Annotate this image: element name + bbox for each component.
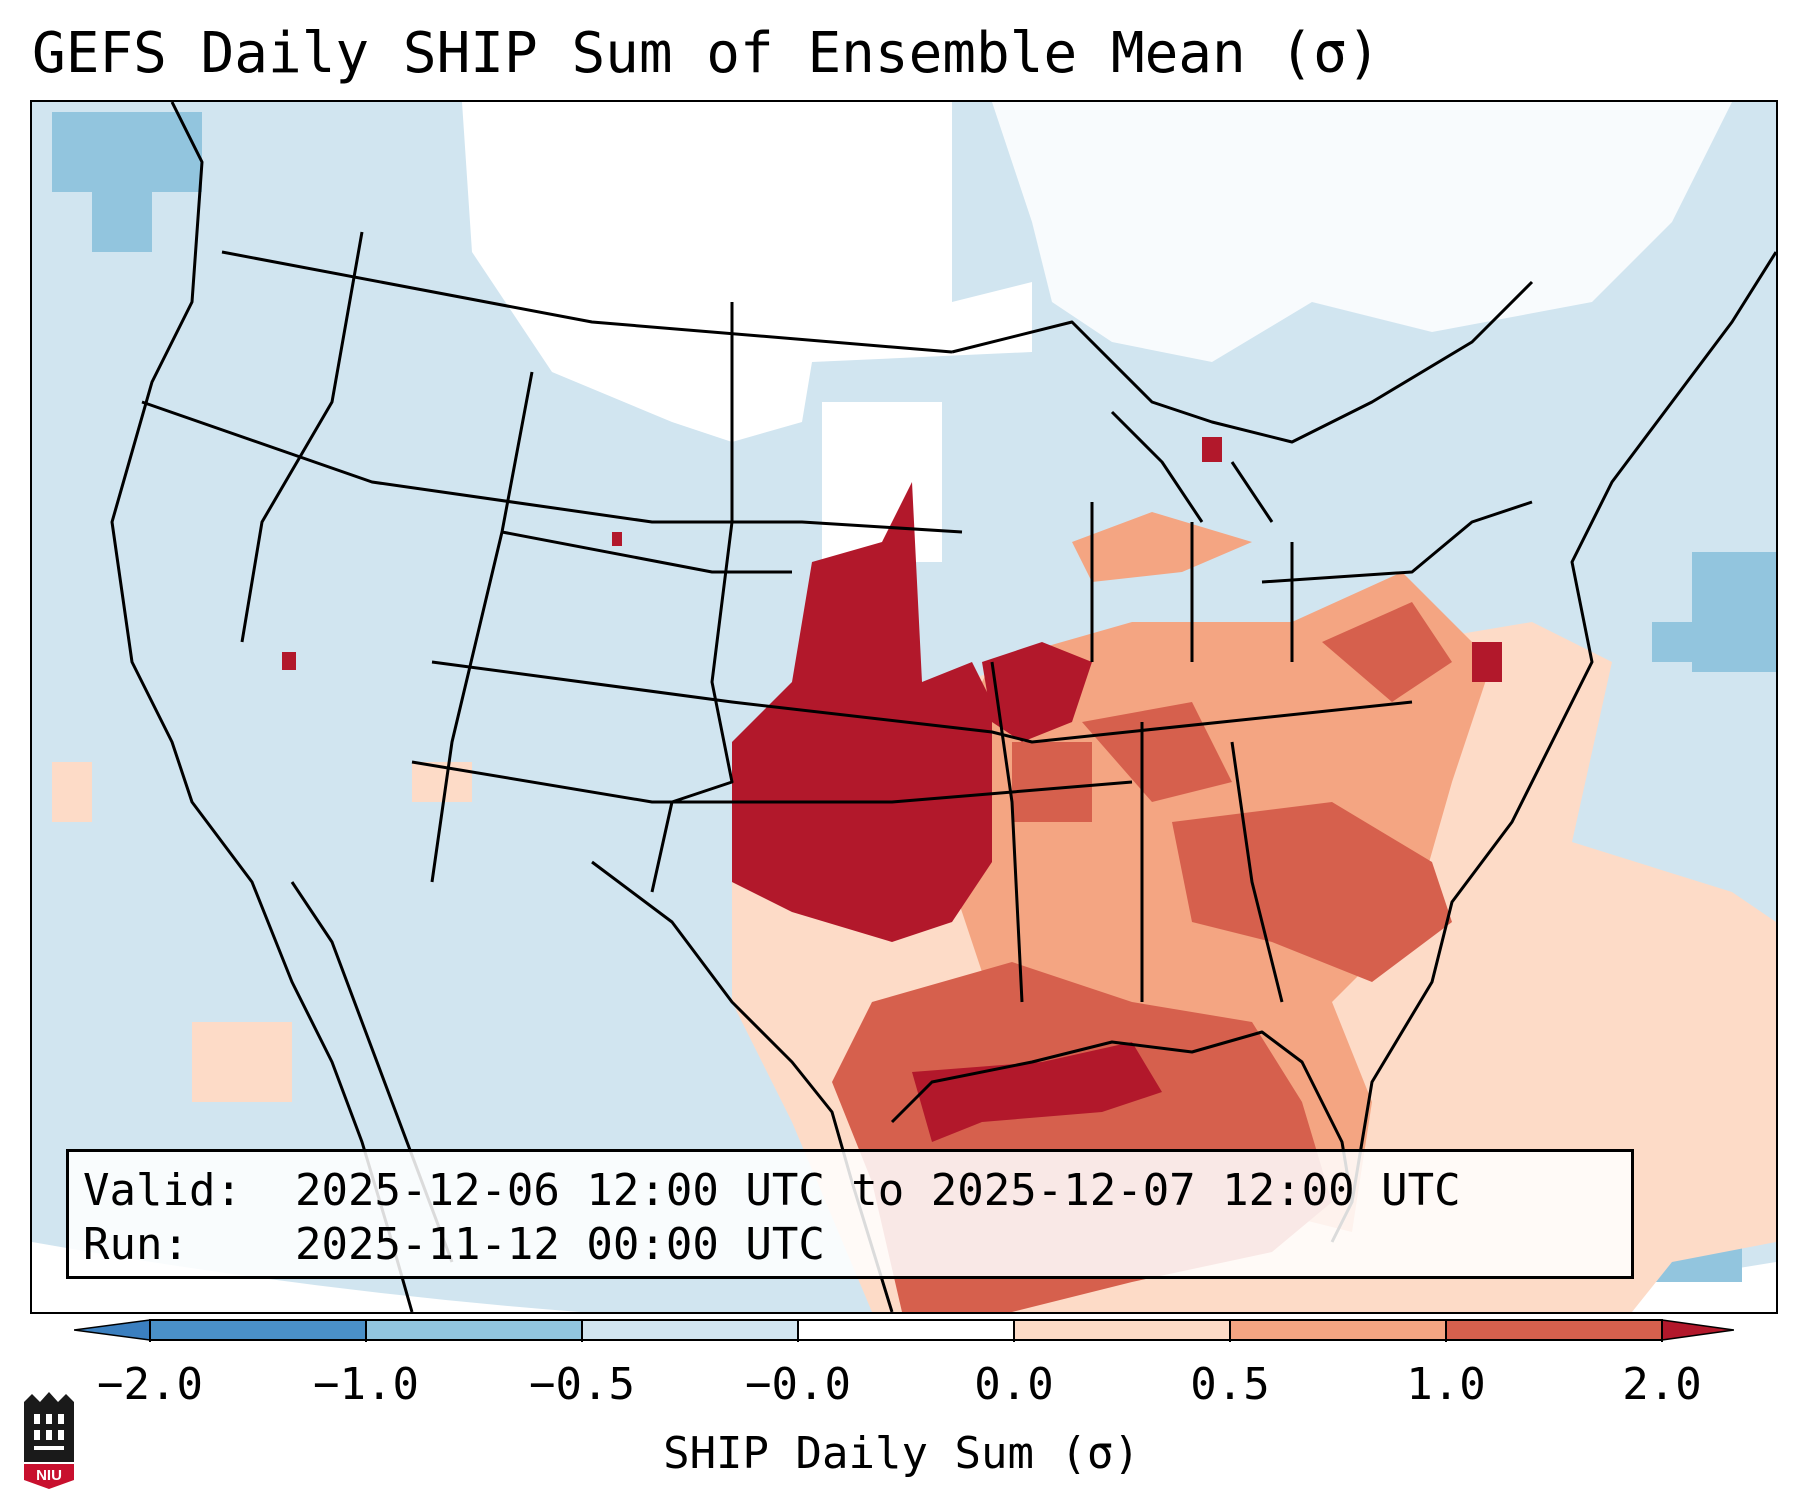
valid-row: Valid: 2025-12-06 12:00 UTC to 2025-12-07… — [83, 1164, 1617, 1218]
tick-label: 0.0 — [974, 1359, 1054, 1410]
great-lakes — [1110, 410, 1274, 523]
state-line-10 — [1230, 741, 1284, 1003]
colorbar-tick-marks — [149, 1320, 1663, 1342]
colorbar-tick-labels: −2.0 −1.0 −0.5 −0.0 0.0 0.5 1.0 2.0 — [0, 1360, 1803, 1420]
colorbar-extend-low — [74, 1319, 151, 1341]
map-canvas — [32, 102, 1776, 1312]
colorbar-label: SHIP Daily Sum (σ) — [663, 1428, 1140, 1479]
valid-label: Valid: — [83, 1165, 242, 1216]
run-row: Run: 2025-11-12 00:00 UTC — [83, 1218, 1617, 1272]
state-line-5 — [501, 530, 792, 574]
state-line-12 — [1261, 500, 1533, 584]
colorbar-extend-high — [1661, 1319, 1734, 1341]
tick-label: 2.0 — [1622, 1359, 1702, 1410]
west-coastline — [110, 102, 414, 1312]
tick-label: −2.0 — [97, 1359, 203, 1410]
map-panel — [30, 100, 1778, 1314]
map-title: GEFS Daily SHIP Sum of Ensemble Mean (σ) — [32, 21, 1381, 86]
colorbar-bin-5 — [1014, 1320, 1230, 1340]
valid-value: 2025-12-06 12:00 UTC to 2025-12-07 12:00… — [295, 1165, 1461, 1216]
state-line-2 — [430, 371, 534, 883]
colorbar — [74, 1319, 1734, 1342]
svg-text:NIU: NIU — [36, 1467, 62, 1484]
state-line-8 — [990, 661, 1024, 1003]
run-label: Run: — [83, 1219, 189, 1270]
colorbar-bin-7 — [1446, 1320, 1662, 1340]
tick-label: 0.5 — [1190, 1359, 1270, 1410]
colorbar-bin-4 — [798, 1320, 1014, 1340]
colorbar-bin-1 — [150, 1320, 366, 1340]
tick-label: −0.0 — [745, 1359, 851, 1410]
state-line-6 — [431, 660, 1413, 744]
state-line-3 — [240, 231, 364, 643]
state-line-11 — [1090, 502, 1294, 662]
tick-label: −0.5 — [529, 1359, 635, 1410]
canada-border-west — [221, 250, 953, 354]
east-coastline — [1350, 251, 1776, 1203]
tick-label: 1.0 — [1406, 1359, 1486, 1410]
tick-label: −1.0 — [313, 1359, 419, 1410]
colorbar-bin-3 — [582, 1320, 798, 1340]
canada-border-east — [951, 280, 1534, 444]
state-line-4 — [650, 302, 734, 893]
niu-logo: NIU — [24, 1392, 74, 1489]
colorbar-bin-2 — [366, 1320, 582, 1340]
colorbar-bin-6 — [1230, 1320, 1446, 1340]
run-value: 2025-11-12 00:00 UTC — [295, 1219, 825, 1270]
positive-anomaly-extreme — [282, 437, 1502, 1142]
near-zero-region — [462, 102, 1732, 562]
state-line-1 — [141, 400, 963, 534]
validity-info-box: Valid: 2025-12-06 12:00 UTC to 2025-12-07… — [66, 1149, 1634, 1279]
